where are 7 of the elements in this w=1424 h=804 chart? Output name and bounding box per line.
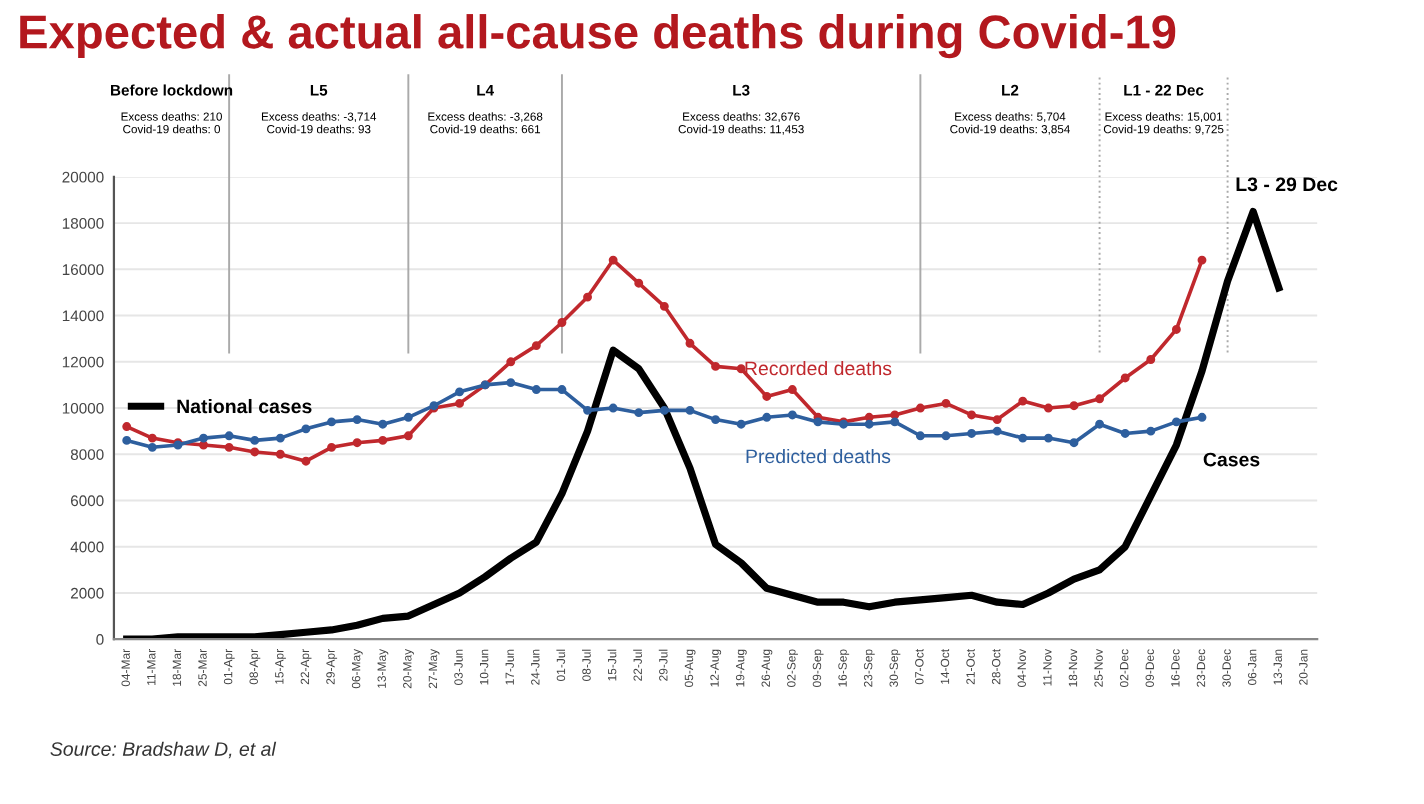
series-label: Recorded deaths [745,360,892,376]
annotation: Cases [1203,452,1260,467]
source-note: Source: Bradshaw D, et al [50,741,277,759]
series-label: Predicted deaths [746,448,891,464]
legend-label: National cases [177,398,312,414]
annotation: L3 - 29 Dec [1236,177,1338,192]
chart-title: Expected & actual all-cause deaths during Covid-19 [20,14,1176,59]
